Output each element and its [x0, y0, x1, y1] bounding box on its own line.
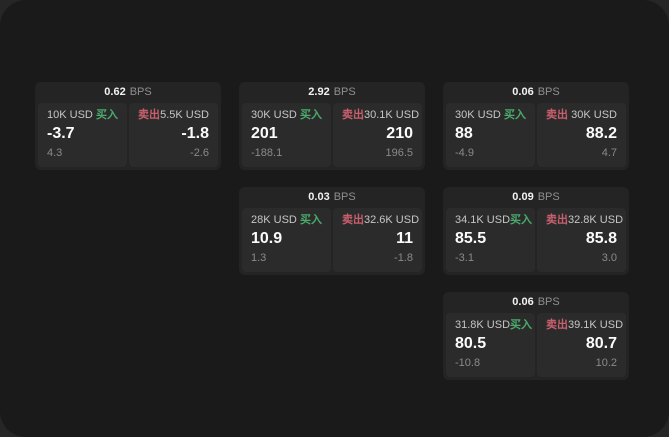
bps-unit-label: BPS	[537, 191, 560, 203]
buy-quote-panel[interactable]: 30K USD 买入 88 -4.9	[446, 103, 535, 167]
card-header: 0.06 BPS	[443, 292, 629, 313]
buy-amount: 31.8K USD	[455, 319, 511, 331]
sell-price: 11	[396, 230, 413, 247]
bps-unit-label: BPS	[333, 191, 356, 203]
buy-amount: 34.1K USD	[455, 214, 511, 226]
sell-quote-panel[interactable]: 卖出 5.5K USD -1.8 -2.6	[129, 103, 218, 167]
card-header: 2.92 BPS	[239, 82, 425, 103]
buy-sub-value: 1.3	[251, 252, 267, 264]
buy-side-label: 买入	[510, 319, 533, 331]
sell-quote-panel[interactable]: 卖出 30K USD 88.2 4.7	[537, 103, 626, 167]
sell-price: 88.2	[585, 125, 617, 142]
sell-sub-value: -1.8	[394, 252, 413, 264]
bps-value: 0.03	[308, 191, 330, 203]
bps-value: 0.09	[512, 191, 534, 203]
quote-card: 0.09 BPS 34.1K USD 买入 85.5 -3.1 卖出 32.8K…	[443, 187, 629, 275]
sell-price: 85.8	[585, 230, 617, 247]
sell-sub-value: 4.7	[601, 147, 617, 159]
buy-price: 80.5	[455, 335, 487, 352]
buy-sub-value: -4.9	[455, 147, 474, 159]
card-header: 0.62 BPS	[35, 82, 221, 103]
sell-amount: 5.5K USD	[160, 109, 209, 121]
buy-quote-panel[interactable]: 30K USD 买入 201 -188.1	[242, 103, 331, 167]
bps-unit-label: BPS	[129, 86, 152, 98]
quote-card: 2.92 BPS 30K USD 买入 201 -188.1 卖出 30.1K …	[239, 82, 425, 170]
card-header: 0.03 BPS	[239, 187, 425, 208]
buy-price: -3.7	[47, 125, 75, 142]
buy-price: 10.9	[251, 230, 283, 247]
sell-sub-value: 196.5	[385, 147, 413, 159]
sell-price: -1.8	[181, 125, 209, 142]
sell-side-label: 卖出	[546, 214, 568, 226]
buy-amount: 28K USD	[251, 214, 297, 226]
buy-sub-value: 4.3	[47, 147, 63, 159]
bps-unit-label: BPS	[537, 86, 560, 98]
sell-quote-panel[interactable]: 卖出 30.1K USD 210 196.5	[333, 103, 422, 167]
sell-side-label: 卖出	[546, 109, 568, 121]
sell-amount: 32.8K USD	[568, 214, 624, 226]
buy-side-label: 买入	[504, 109, 526, 121]
sell-quote-panel[interactable]: 卖出 32.6K USD 11 -1.8	[333, 208, 422, 272]
bps-value: 2.92	[308, 86, 330, 98]
buy-price: 88	[455, 125, 473, 142]
sell-side-label: 卖出	[546, 319, 568, 331]
sell-side-label: 卖出	[138, 109, 160, 121]
sell-price: 80.7	[585, 335, 617, 352]
quote-card: 0.06 BPS 30K USD 买入 88 -4.9 卖出 30K USD 8…	[443, 82, 629, 170]
quote-card: 0.03 BPS 28K USD 买入 10.9 1.3 卖出 32.6K US…	[239, 187, 425, 275]
buy-side-label: 买入	[300, 214, 322, 226]
sell-amount: 30K USD	[571, 109, 617, 121]
bps-value: 0.06	[512, 86, 534, 98]
card-header: 0.06 BPS	[443, 82, 629, 103]
bps-value: 0.06	[512, 296, 534, 308]
buy-sub-value: -3.1	[455, 252, 474, 264]
sell-price: 210	[386, 125, 413, 142]
buy-sub-value: -10.8	[455, 357, 481, 369]
card-header: 0.09 BPS	[443, 187, 629, 208]
quote-panels: 28K USD 买入 10.9 1.3 卖出 32.6K USD 11 -1.8	[239, 208, 425, 275]
sell-quote-panel[interactable]: 卖出 39.1K USD 80.7 10.2	[537, 313, 626, 377]
buy-amount: 30K USD	[455, 109, 501, 121]
quote-panels: 31.8K USD 买入 80.5 -10.8 卖出 39.1K USD 80.…	[443, 313, 629, 380]
buy-price: 85.5	[455, 230, 487, 247]
sell-sub-value: 10.2	[595, 357, 617, 369]
quote-panels: 30K USD 买入 201 -188.1 卖出 30.1K USD 210 1…	[239, 103, 425, 170]
buy-side-label: 买入	[300, 109, 322, 121]
buy-quote-panel[interactable]: 34.1K USD 买入 85.5 -3.1	[446, 208, 535, 272]
buy-quote-panel[interactable]: 31.8K USD 买入 80.5 -10.8	[446, 313, 535, 377]
bps-unit-label: BPS	[333, 86, 356, 98]
buy-side-label: 买入	[510, 214, 533, 226]
sell-sub-value: 3.0	[601, 252, 617, 264]
quote-panels: 30K USD 买入 88 -4.9 卖出 30K USD 88.2 4.7	[443, 103, 629, 170]
buy-price: 201	[251, 125, 278, 142]
bps-unit-label: BPS	[537, 296, 560, 308]
buy-quote-panel[interactable]: 10K USD 买入 -3.7 4.3	[38, 103, 127, 167]
quotes-board: 0.62 BPS 10K USD 买入 -3.7 4.3 卖出 5.5K USD…	[35, 82, 629, 380]
quote-card: 0.06 BPS 31.8K USD 买入 80.5 -10.8 卖出 39.1…	[443, 292, 629, 380]
sell-amount: 30.1K USD	[364, 109, 420, 121]
buy-amount: 10K USD	[47, 109, 93, 121]
buy-amount: 30K USD	[251, 109, 297, 121]
sell-quote-panel[interactable]: 卖出 32.8K USD 85.8 3.0	[537, 208, 626, 272]
sell-side-label: 卖出	[342, 214, 364, 226]
buy-sub-value: -188.1	[251, 147, 283, 159]
sell-amount: 32.6K USD	[364, 214, 420, 226]
buy-quote-panel[interactable]: 28K USD 买入 10.9 1.3	[242, 208, 331, 272]
sell-sub-value: -2.6	[190, 147, 209, 159]
quote-panels: 10K USD 买入 -3.7 4.3 卖出 5.5K USD -1.8 -2.…	[35, 103, 221, 170]
sell-side-label: 卖出	[342, 109, 364, 121]
quote-panels: 34.1K USD 买入 85.5 -3.1 卖出 32.8K USD 85.8…	[443, 208, 629, 275]
buy-side-label: 买入	[96, 109, 118, 121]
quote-card: 0.62 BPS 10K USD 买入 -3.7 4.3 卖出 5.5K USD…	[35, 82, 221, 170]
bps-value: 0.62	[104, 86, 126, 98]
sell-amount: 39.1K USD	[568, 319, 624, 331]
